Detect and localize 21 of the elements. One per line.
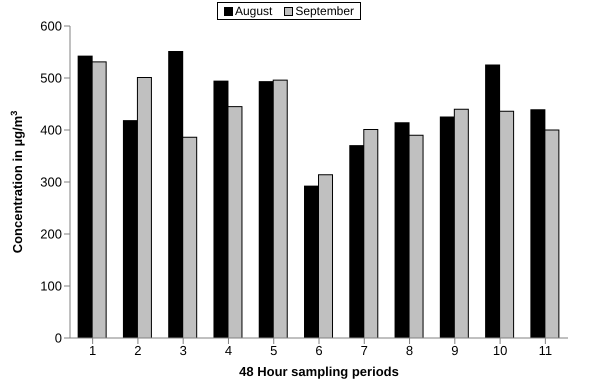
- x-tick-label: 11: [538, 343, 552, 358]
- legend-label: August: [234, 4, 272, 18]
- x-tick-label: 1: [89, 343, 96, 358]
- x-tick-label: 2: [134, 343, 142, 358]
- y-tick-label: 0: [54, 330, 62, 346]
- x-tick-label: 6: [315, 343, 323, 358]
- y-tick-label: 200: [40, 226, 62, 242]
- x-tick-label: 9: [451, 343, 458, 358]
- legend-label: September: [294, 4, 354, 18]
- x-axis-title: 48 Hour sampling periods: [239, 364, 399, 379]
- x-tick-label: 3: [180, 343, 187, 358]
- x-tick-label: 5: [270, 343, 278, 358]
- x-tick-label: 4: [224, 343, 232, 358]
- x-tick-label: 10: [492, 343, 508, 358]
- y-tick-label: 400: [40, 122, 62, 138]
- y-tick-label: 500: [40, 70, 62, 86]
- x-tick-label: 8: [406, 343, 414, 358]
- x-tick-label: 7: [360, 343, 368, 358]
- y-tick-label: 300: [40, 174, 62, 190]
- y-tick-label: 600: [40, 18, 62, 34]
- y-tick-label: 100: [40, 278, 62, 294]
